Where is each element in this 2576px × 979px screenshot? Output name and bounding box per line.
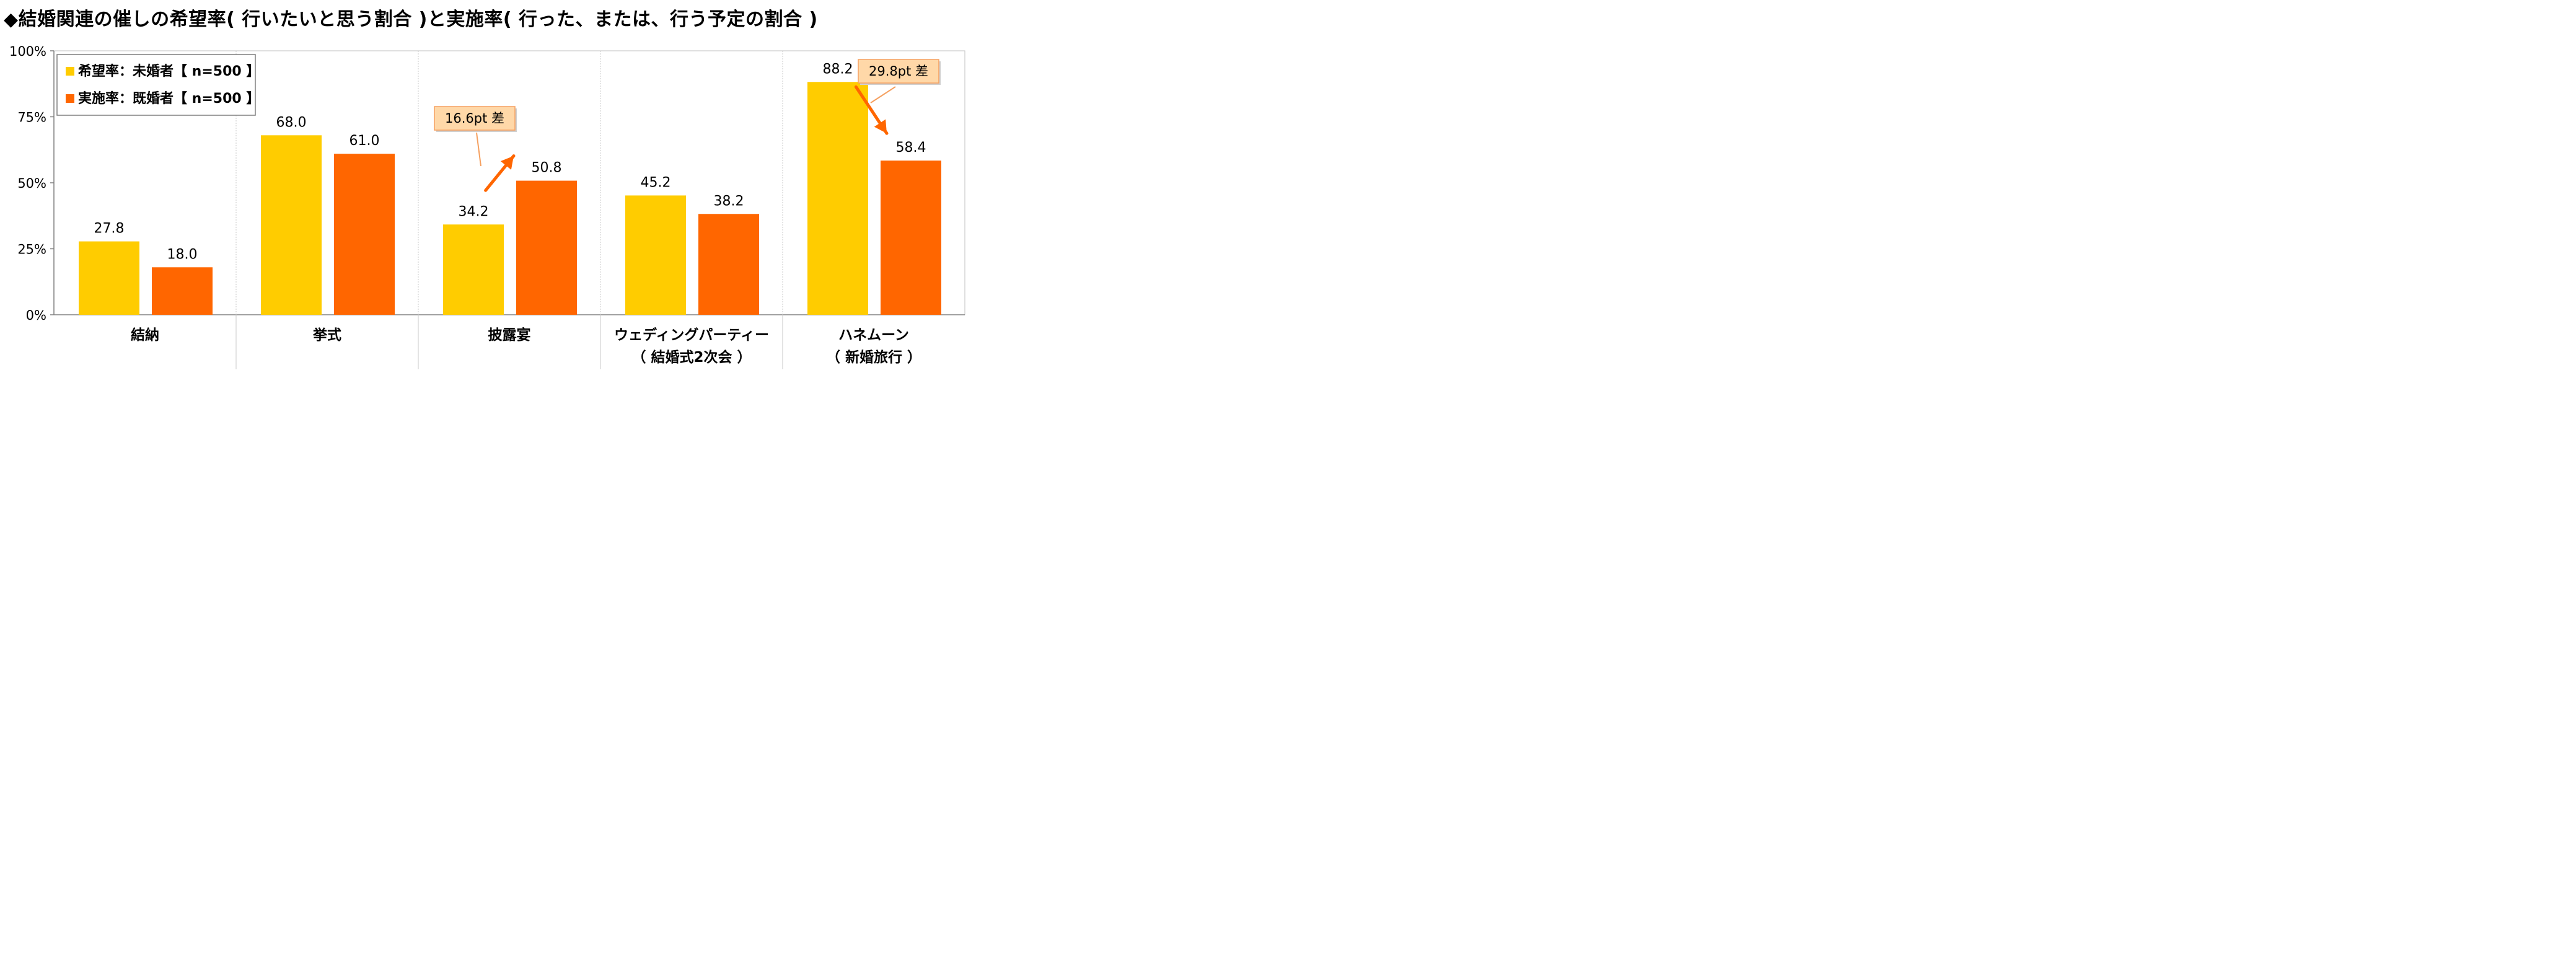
callout-box [434,106,516,131]
bar-series1 [261,135,322,315]
diff-arrow-head [874,119,887,134]
callout-leader [476,132,481,167]
y-tick-label: 25% [17,242,46,257]
bar-chart: 0% 25% 50% 75% 100% 27.8 68.0 34.2 45.2 88.2 18.0… [9,44,965,369]
data-label: 50.8 [532,160,562,176]
data-label: 38.2 [714,193,744,209]
category-label: （ 新婚旅行 ） [826,349,921,366]
legend-swatch [66,67,74,76]
data-label: 18.0 [167,247,198,262]
category-label: 挙式 [313,327,341,343]
bar-series1 [807,82,868,315]
bar-series1 [443,224,504,315]
data-label: 61.0 [349,133,380,149]
y-tick-label: 50% [17,176,46,191]
legend-label: 希望率：未婚者【 n=500 】 [78,63,260,79]
bar-series1 [625,195,686,315]
legend-swatch [66,94,74,103]
legend-label: 実施率：既婚者【 n=500 】 [78,90,260,107]
y-tick-label: 75% [17,110,46,125]
legend-box [56,54,256,116]
bar-series2 [516,180,577,315]
data-label: 45.2 [641,175,671,190]
data-label: 58.4 [896,140,926,156]
bar-series2 [698,214,759,315]
bar-series1 [79,241,139,315]
data-label: 34.2 [459,204,489,219]
data-label: 27.8 [94,221,125,237]
category-label: （ 結婚式2次会 ） [631,349,751,366]
category-label: ウェディングパーティー [614,327,769,343]
callout-text: 29.8pt 差 [869,64,928,79]
callout-text: 16.6pt 差 [445,111,504,126]
category-label: 披露宴 [488,327,531,343]
bar-series2 [152,267,213,315]
y-tick-label: 0% [26,308,46,323]
callout-leader [870,86,896,103]
bar-series2 [334,154,395,315]
diff-arrow-head [500,156,514,170]
category-label: 結納 [131,327,159,343]
category-label: ハネムーン [838,327,909,343]
chart-title: ◆結婚関連の催しの希望率( 行いたいと思う割合 )と実施率( 行った、または、行… [4,9,818,30]
bar-series2 [881,160,941,315]
data-label: 88.2 [823,61,853,77]
data-label: 68.0 [276,115,307,130]
callout-box [858,59,939,84]
y-tick-label: 100% [9,44,46,59]
